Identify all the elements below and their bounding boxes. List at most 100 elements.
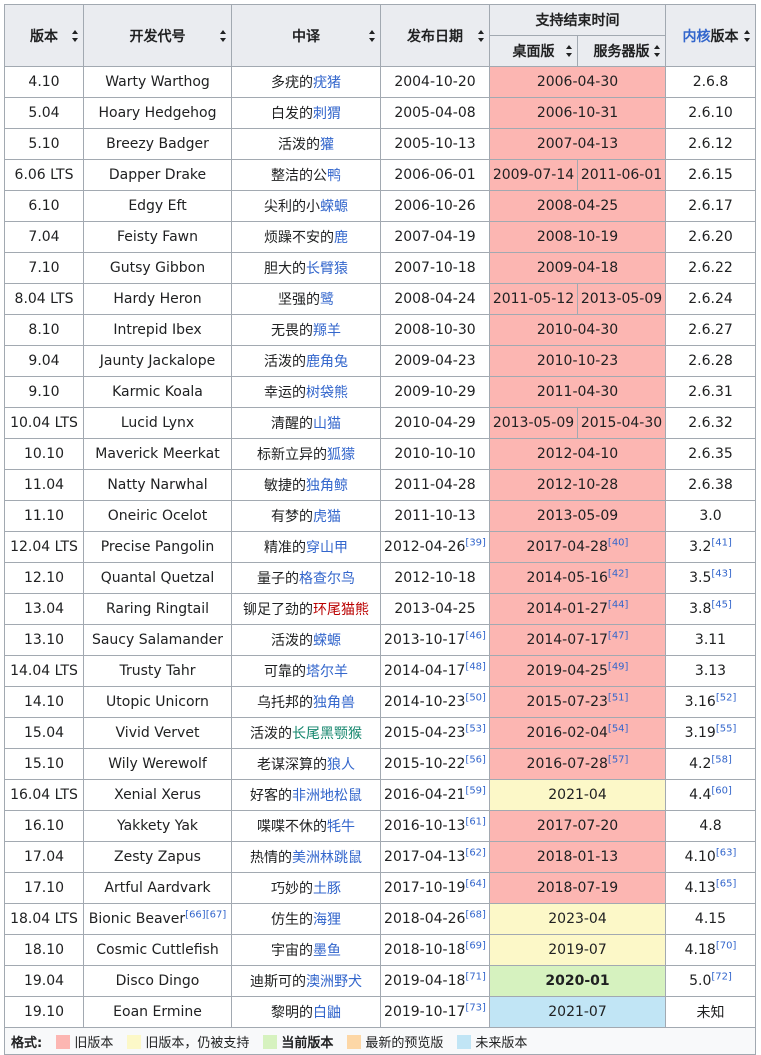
animal-link[interactable]: 白鼬 (313, 1005, 341, 1021)
animal-link[interactable]: 狼人 (327, 757, 355, 773)
header-kernel[interactable]: 内核版本 (665, 4, 756, 67)
reference-link[interactable]: [62] (465, 847, 486, 859)
version-cell: 11.04 (4, 469, 84, 501)
header-desktop[interactable]: 桌面版 (489, 35, 578, 67)
version-cell: 10.04 LTS (4, 407, 84, 439)
header-server[interactable]: 服务器版 (577, 35, 666, 67)
animal-link[interactable]: 鸭 (327, 168, 341, 184)
translation-cell: 乌托邦的独角兽 (231, 686, 381, 718)
reference-link[interactable]: [44] (607, 599, 629, 611)
reference-link[interactable]: [56] (465, 754, 486, 766)
animal-link[interactable]: 蝾螈 (313, 633, 341, 649)
reference-link[interactable]: [63] (715, 847, 737, 859)
reference-link[interactable]: [61] (465, 816, 486, 828)
reference-link[interactable]: [54] (607, 723, 629, 735)
reference-link[interactable]: [46] (465, 630, 486, 642)
animal-link[interactable]: 鹿 (334, 230, 348, 246)
animal-link[interactable]: 鹭 (320, 292, 334, 308)
translation-text: 整洁的公 (271, 168, 327, 184)
animal-link[interactable]: 蝾螈 (320, 199, 348, 215)
sort-icon[interactable] (566, 45, 572, 57)
animal-link[interactable]: 非洲地松鼠 (292, 788, 362, 804)
reference-link[interactable]: [66][67] (185, 909, 227, 921)
reference-link[interactable]: [55] (715, 723, 737, 735)
animal-link[interactable]: 虎猫 (313, 509, 341, 525)
sort-icon[interactable] (744, 29, 750, 42)
reference-link[interactable]: [41] (711, 537, 732, 549)
reference-link[interactable]: [65] (715, 878, 737, 890)
animal-link[interactable]: 鹿角兔 (306, 354, 348, 370)
codename-cell: Hoary Hedgehog (83, 97, 232, 129)
translation-text: 热情的 (250, 850, 292, 866)
version-cell: 19.10 (4, 996, 84, 1028)
animal-link[interactable]: 山猫 (313, 416, 341, 432)
animal-link[interactable]: 羱羊 (313, 323, 341, 339)
reference-link[interactable]: [52] (715, 692, 737, 704)
animal-link[interactable]: 独角兽 (313, 695, 355, 711)
animal-link[interactable]: 狐獴 (327, 447, 355, 463)
translation-cell: 精准的穿山甲 (231, 531, 381, 563)
translation-text: 清醒的 (271, 416, 313, 432)
animal-link[interactable]: 美洲林跳鼠 (292, 850, 362, 866)
reference-link[interactable]: [42] (607, 568, 629, 580)
eol-text: 2019-04-25 (526, 663, 608, 679)
reference-link[interactable]: [58] (711, 754, 732, 766)
reference-link[interactable]: [64] (465, 878, 486, 890)
animal-link[interactable]: 环尾猫熊 (313, 602, 369, 618)
reference-link[interactable]: [53] (465, 723, 486, 735)
animal-link[interactable]: 疣猪 (313, 75, 341, 91)
codename-text: Saucy Salamander (91, 632, 224, 648)
animal-link[interactable]: 海狸 (313, 912, 341, 928)
reference-link[interactable]: [72] (711, 971, 732, 983)
animal-link[interactable]: 刺猬 (313, 106, 341, 122)
animal-link[interactable]: 长尾黑颚猴 (292, 726, 362, 742)
reference-link[interactable]: [39] (465, 537, 486, 549)
animal-link[interactable]: 树袋熊 (306, 385, 348, 401)
animal-link[interactable]: 独角鲸 (306, 478, 348, 494)
kernel-link[interactable]: 内核 (682, 28, 711, 45)
reference-link[interactable]: [43] (711, 568, 732, 580)
animal-link[interactable]: 獾 (320, 137, 334, 153)
header-release-date[interactable]: 发布日期 (380, 4, 490, 67)
legend-title: 格式: (11, 1035, 43, 1051)
release-date-text: 2011-10-13 (394, 508, 476, 524)
release-date-text: 2015-04-23 (384, 725, 466, 741)
eol-text: 2012-10-28 (536, 477, 619, 493)
codename-cell: Lucid Lynx (83, 407, 232, 439)
reference-link[interactable]: [60] (711, 785, 732, 797)
codename-cell: Natty Narwhal (83, 469, 232, 501)
reference-link[interactable]: [71] (465, 971, 486, 983)
sort-icon[interactable] (220, 29, 226, 42)
reference-link[interactable]: [50] (465, 692, 486, 704)
animal-link[interactable]: 墨鱼 (313, 943, 341, 959)
animal-link[interactable]: 长臂猿 (306, 261, 348, 277)
reference-link[interactable]: [69] (465, 940, 486, 952)
reference-link[interactable]: [59] (465, 785, 486, 797)
reference-link[interactable]: [57] (607, 754, 629, 766)
reference-link[interactable]: [48] (465, 661, 486, 673)
reference-link[interactable]: [70] (715, 940, 737, 952)
eol-text: 2016-02-04 (526, 725, 608, 741)
header-version[interactable]: 版本 (4, 4, 84, 67)
header-codename[interactable]: 开发代号 (83, 4, 232, 67)
animal-link[interactable]: 土豚 (313, 881, 341, 897)
reference-link[interactable]: [68] (465, 909, 486, 921)
reference-link[interactable]: [51] (607, 692, 629, 704)
animal-link[interactable]: 澳洲野犬 (306, 974, 362, 990)
reference-link[interactable]: [49] (607, 661, 629, 673)
release-date-text: 2017-10-19 (384, 880, 466, 896)
reference-link[interactable]: [73] (465, 1002, 486, 1014)
reference-link[interactable]: [47] (607, 630, 629, 642)
kernel-text: 2.6.24 (688, 291, 733, 307)
animal-link[interactable]: 牦牛 (327, 819, 355, 835)
sort-icon[interactable] (72, 29, 78, 42)
reference-link[interactable]: [45] (711, 599, 732, 611)
header-translation[interactable]: 中译 (231, 4, 381, 67)
reference-link[interactable]: [40] (607, 537, 629, 549)
sort-icon[interactable] (478, 29, 484, 42)
animal-link[interactable]: 穿山甲 (306, 540, 348, 556)
animal-link[interactable]: 格查尔鸟 (299, 571, 355, 587)
animal-link[interactable]: 塔尔羊 (306, 664, 348, 680)
sort-icon[interactable] (654, 45, 660, 57)
sort-icon[interactable] (369, 29, 375, 42)
